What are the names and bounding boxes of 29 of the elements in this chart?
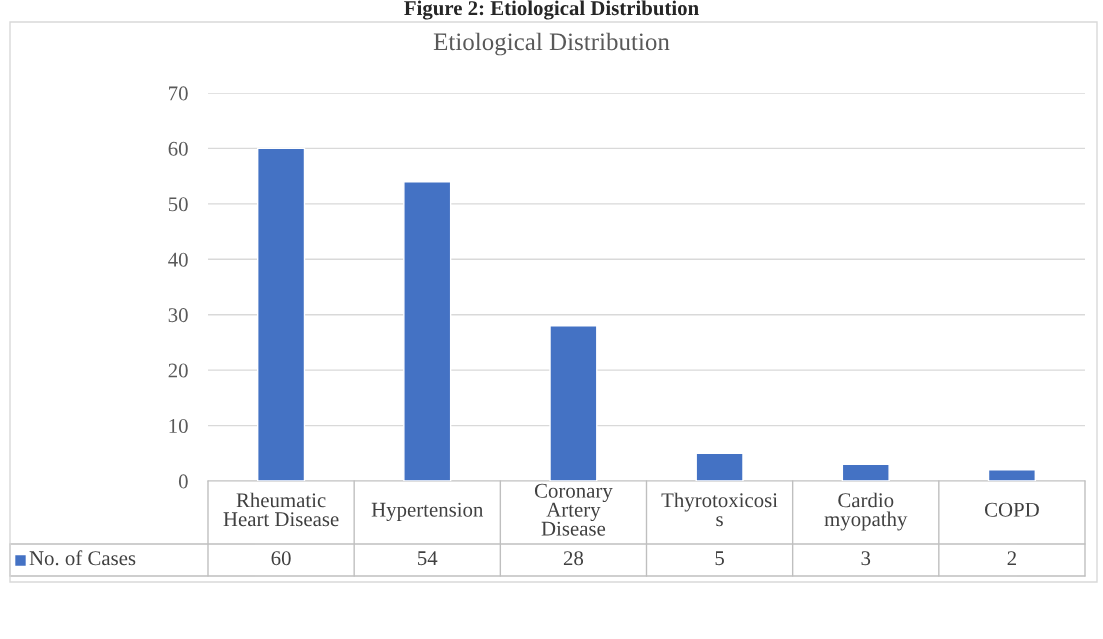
x-tick-label: Coronary Artery Disease: [534, 483, 613, 536]
x-tick-label: Cardio myopathy: [824, 492, 908, 531]
bar: [695, 452, 744, 481]
y-tick-label: 70: [169, 86, 188, 101]
y-tick-label: 40: [168, 252, 188, 267]
legend-label: No. of Cases: [29, 550, 136, 566]
x-tick-label: COPD: [984, 502, 1039, 517]
x-tick-label: Hypertension: [371, 502, 484, 521]
data-label: 2: [1007, 551, 1016, 566]
y-tick-label: 10: [169, 418, 188, 433]
data-label: 5: [715, 551, 724, 566]
bar: [257, 147, 306, 481]
bar: [403, 180, 452, 481]
chart-title: Figure 2: Etiological Distribution: [404, 0, 699, 20]
y-tick-label: 50: [168, 197, 188, 212]
bar: [841, 463, 890, 481]
data-label: 60: [271, 551, 291, 566]
y-tick-label: 30: [168, 308, 188, 323]
data-label: 28: [563, 551, 584, 566]
bar: [549, 325, 598, 481]
x-tick-label: Rheumatic Heart Disease: [223, 492, 339, 527]
y-tick-label: 0: [178, 474, 188, 489]
y-tick-label: 60: [168, 141, 188, 156]
bar: [987, 469, 1036, 481]
data-label: 54: [418, 551, 438, 566]
y-tick-label: 20: [168, 363, 188, 378]
chart-subtitle: Etiological Distribution: [433, 32, 670, 56]
x-tick-label: Thyrotoxicosi s: [661, 492, 778, 527]
data-label: 3: [861, 551, 871, 566]
